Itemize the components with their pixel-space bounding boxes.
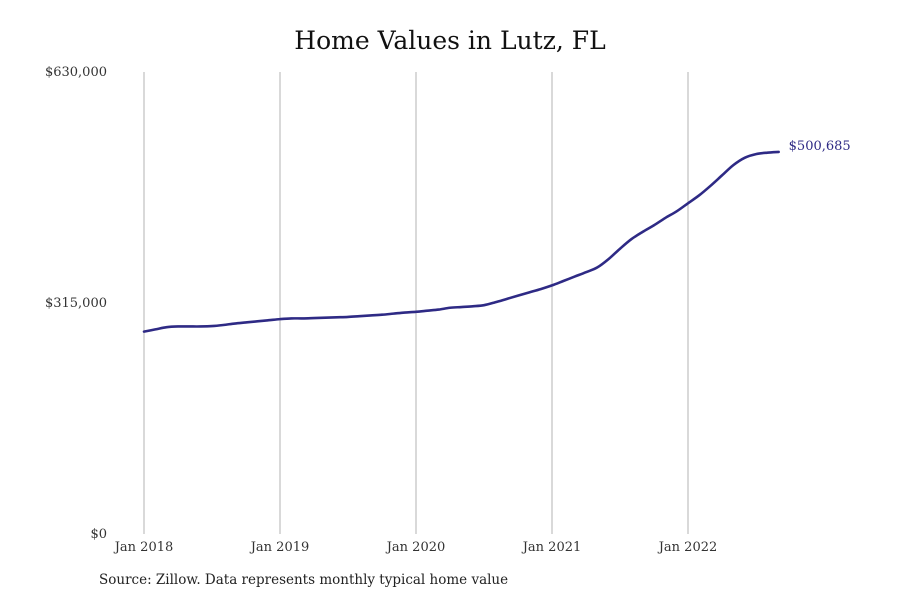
series-layer: $500,685 bbox=[142, 139, 851, 333]
gridlines bbox=[143, 72, 689, 534]
x-tick-label-3: Jan 2021 bbox=[521, 540, 582, 555]
x-tick-label-2: Jan 2020 bbox=[385, 540, 446, 555]
y-tick-label-2: $630,000 bbox=[45, 65, 107, 80]
chart-title: Home Values in Lutz, FL bbox=[294, 26, 606, 55]
source-note: Source: Zillow. Data represents monthly … bbox=[99, 572, 509, 588]
y-axis-ticks: $0 $315,000 $630,000 bbox=[45, 65, 107, 542]
series-line-0 bbox=[142, 150, 780, 333]
x-tick-label-1: Jan 2019 bbox=[249, 540, 310, 555]
x-tick-label-4: Jan 2022 bbox=[657, 540, 718, 555]
y-tick-label-0: $0 bbox=[90, 527, 107, 542]
x-tick-label-0: Jan 2018 bbox=[113, 540, 174, 555]
series-end-label-0: $500,685 bbox=[789, 139, 851, 154]
x-axis-ticks: Jan 2018 Jan 2019 Jan 2020 Jan 2021 Jan 2022 bbox=[113, 540, 718, 555]
y-tick-label-1: $315,000 bbox=[45, 296, 107, 311]
